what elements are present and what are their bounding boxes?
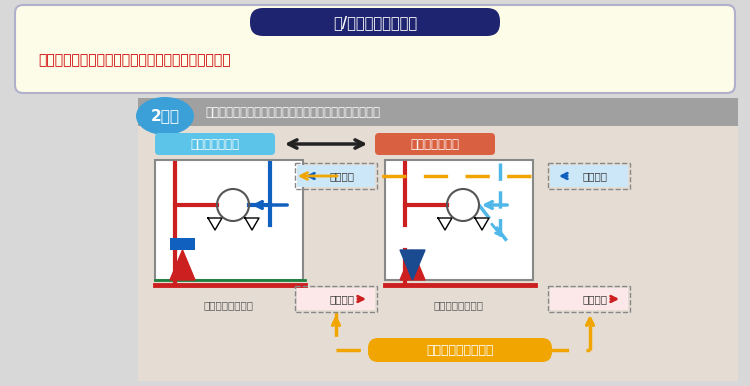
Polygon shape	[400, 250, 425, 280]
Text: 圧縮機の運転を停止することなく運転モードの切換実施: 圧縮機の運転を停止することなく運転モードの切換実施	[205, 107, 380, 120]
Text: 冷/暖モード切換時も: 冷/暖モード切換時も	[333, 15, 417, 30]
Polygon shape	[475, 218, 489, 230]
Text: 低圧二相: 低圧二相	[583, 171, 608, 181]
Bar	[295, 163, 377, 189]
Bar	[548, 286, 630, 312]
Text: 2管式: 2管式	[151, 108, 179, 124]
FancyBboxPatch shape	[368, 338, 552, 362]
Ellipse shape	[136, 97, 194, 135]
Polygon shape	[400, 250, 425, 280]
Polygon shape	[438, 218, 452, 230]
Text: 冷房主体モード: 冷房主体モード	[190, 137, 239, 151]
FancyBboxPatch shape	[155, 133, 275, 155]
Text: 〈室外ユニット〉: 〈室外ユニット〉	[204, 300, 254, 310]
Bar	[297, 288, 375, 310]
Polygon shape	[245, 218, 259, 230]
Bar	[295, 286, 377, 312]
Text: 低圧ガス: 低圧ガス	[329, 171, 355, 181]
Text: ・圧縮機の停止不要　・切換時の冷媒流動音を抑制: ・圧縮機の停止不要 ・切換時の冷媒流動音を抑制	[38, 53, 231, 67]
Bar	[170, 238, 195, 250]
FancyBboxPatch shape	[375, 133, 495, 155]
Bar	[548, 163, 630, 189]
Polygon shape	[208, 218, 222, 230]
Polygon shape	[170, 250, 195, 280]
FancyBboxPatch shape	[250, 8, 500, 36]
Bar	[385, 160, 533, 280]
Text: 〈室外ユニット〉: 〈室外ユニット〉	[434, 300, 484, 310]
FancyBboxPatch shape	[15, 5, 735, 93]
Bar	[550, 165, 628, 187]
Bar	[155, 160, 303, 280]
Text: 高圧二相: 高圧二相	[329, 294, 355, 304]
Bar	[138, 98, 738, 126]
Text: 暖房主体モード: 暖房主体モード	[410, 137, 460, 151]
Text: 高圧ガス: 高圧ガス	[583, 294, 608, 304]
Text: 流れ方向が常に一定: 流れ方向が常に一定	[426, 344, 494, 357]
Bar	[550, 288, 628, 310]
Bar	[297, 165, 375, 187]
Bar	[138, 126, 738, 381]
